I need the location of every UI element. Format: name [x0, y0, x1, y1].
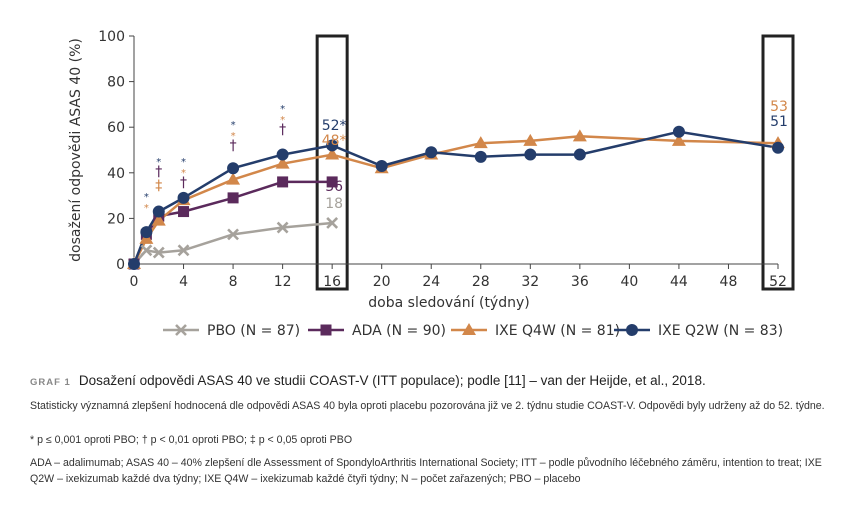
x-tick-label: 28 — [472, 274, 490, 290]
y-tick-label: 60 — [107, 120, 125, 136]
significance-marker: † — [279, 122, 286, 138]
significance-marker: * — [144, 203, 149, 214]
pbo-point — [326, 217, 339, 229]
pbo-point — [140, 244, 153, 257]
pbo-point — [276, 221, 289, 234]
significance-marker: * — [181, 157, 186, 168]
x-tick-label: 36 — [571, 274, 589, 290]
x-tick-label: 12 — [274, 274, 292, 290]
y-tick-label: 100 — [98, 29, 125, 45]
ixe-q2w-point — [326, 139, 339, 152]
legend-label: ADA (N = 90) — [352, 323, 446, 339]
significance-marker: ‡ — [155, 178, 162, 194]
ixe-q2w-point — [128, 258, 140, 270]
x-tick-label: 0 — [130, 274, 139, 290]
significance-marker: * — [231, 131, 236, 142]
significance-marker: * — [156, 157, 161, 168]
x-axis-title: doba sledování (týdny) — [368, 295, 529, 311]
x-tick-label: 24 — [422, 274, 440, 290]
ixe-q2w-point — [177, 191, 190, 204]
ixe-q2w-point — [276, 148, 289, 161]
legend-label: IXE Q2W (N = 83) — [658, 323, 783, 339]
ixe-q4w-point — [226, 172, 241, 185]
significance-marker: * — [231, 120, 236, 131]
ixe-q2w-point — [573, 148, 586, 161]
abbreviations-note: ADA – adalimumab; ASAS 40 – 40% zlepšení… — [30, 457, 822, 485]
ada-point — [326, 176, 338, 188]
x-tick-label: 44 — [670, 274, 688, 290]
ada-point — [178, 206, 190, 218]
x-tick-label: 52 — [769, 274, 787, 290]
highlight-box-week-16 — [315, 34, 349, 291]
y-axis-title: dosažení odpovědi ASAS 40 (%) — [68, 38, 84, 262]
legend-label: IXE Q4W (N = 81) — [495, 323, 620, 339]
legend-label: PBO (N = 87) — [207, 323, 300, 339]
legend-marker — [626, 324, 638, 336]
y-tick-label: 0 — [116, 257, 125, 273]
ixe-q2w-point — [524, 148, 537, 161]
ada-point — [277, 176, 289, 188]
significance-marker: * — [181, 168, 186, 179]
x-tick-label: 4 — [179, 274, 188, 290]
data-label: 36 — [325, 179, 343, 195]
significance-marker: † — [180, 175, 187, 191]
ixe-q4w-point — [275, 156, 290, 169]
significance-marker: † — [155, 164, 162, 180]
data-label: 52* — [322, 118, 347, 134]
highlight-box-week-52 — [761, 34, 795, 291]
ixe-q4w-point — [523, 133, 538, 146]
y-tick-label: 80 — [107, 75, 125, 91]
pbo-line — [133, 221, 333, 265]
legend-marker — [320, 324, 332, 336]
pbo-point — [227, 228, 239, 241]
y-tick-label: 40 — [107, 166, 125, 182]
ixe-q2w-point — [140, 226, 153, 239]
ixe-q2w-point — [425, 146, 438, 159]
ixe-q2w-point — [672, 125, 685, 138]
figure-title: Dosažení odpovědi ASAS 40 ve studii COAS… — [78, 373, 706, 388]
ixe-q2w-point — [375, 159, 388, 172]
data-label: 48* — [322, 133, 347, 149]
data-label: 53 — [770, 99, 788, 115]
x-tick-label: 40 — [620, 274, 638, 290]
x-tick-label: 8 — [229, 274, 238, 290]
data-label: 51 — [770, 114, 788, 130]
significance-marker: * — [280, 104, 285, 115]
x-tick-label: 48 — [720, 274, 738, 290]
significance-marker: † — [230, 138, 237, 154]
legend-marker — [462, 323, 476, 335]
figure-caption: GRAF 1 Dosažení odpovědi ASAS 40 ve studi… — [30, 373, 830, 388]
ada-point — [227, 192, 239, 204]
ixe-q4w-point — [151, 213, 166, 226]
ixe-q2w-point — [152, 205, 165, 218]
significance-marker: * — [280, 115, 285, 126]
x-tick-label: 32 — [521, 274, 539, 290]
figure-label: GRAF 1 — [30, 377, 71, 388]
data-label: 18 — [325, 196, 343, 212]
ixe-q4w-point — [473, 136, 488, 149]
ixe-q2w-point — [227, 162, 240, 175]
ixe-q2w-point — [474, 150, 487, 163]
ixe-q4w-point — [671, 133, 686, 146]
legend-marker — [175, 324, 187, 336]
significance-note: * p ≤ 0,001 oproti PBO; † p < 0,01 oprot… — [30, 434, 353, 446]
pbo-point — [177, 244, 190, 257]
ixe-q4w-point — [325, 147, 340, 160]
ixe-q2w-point — [772, 141, 784, 154]
ixe-q4w-point — [572, 129, 587, 142]
figure-description: Statisticky významná zlepšení hodnocená … — [30, 400, 825, 412]
pbo-point — [152, 246, 165, 259]
x-tick-label: 20 — [373, 274, 391, 290]
significance-marker: * — [144, 192, 149, 203]
x-tick-label: 16 — [323, 274, 341, 290]
y-tick-label: 20 — [107, 211, 125, 227]
